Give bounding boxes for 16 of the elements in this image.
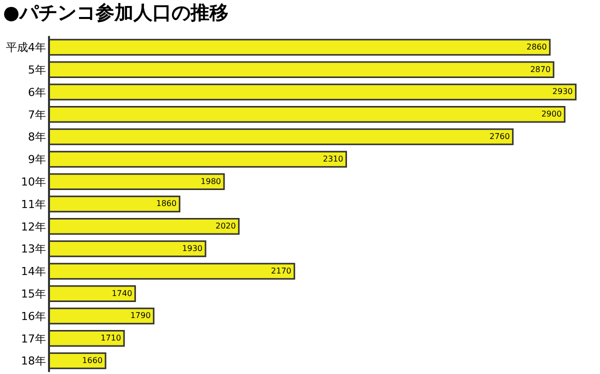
y-tick-label: 9年 <box>28 153 46 166</box>
y-tick-label: 16年 <box>21 310 46 323</box>
y-tick-label: 11年 <box>21 198 46 211</box>
y-tick-label: 13年 <box>21 242 46 256</box>
y-tick-label: 10年 <box>21 175 46 188</box>
y-tick-label: 6年 <box>28 86 46 99</box>
y-tick-label: 8年 <box>28 130 46 144</box>
y-tick-label: 5年 <box>28 63 46 76</box>
y-tick-label: 17年 <box>21 332 46 346</box>
y-tick-label: 18年 <box>21 354 46 368</box>
y-tick-label: 平成4年 <box>6 41 46 54</box>
y-tick-label: 14年 <box>21 265 46 278</box>
y-tick-label: 15年 <box>21 287 46 300</box>
y-tick-label: 12年 <box>21 220 46 234</box>
chart-title: ●パチンコ参加人口の推移 <box>3 2 229 24</box>
y-tick-label: 7年 <box>28 108 46 122</box>
